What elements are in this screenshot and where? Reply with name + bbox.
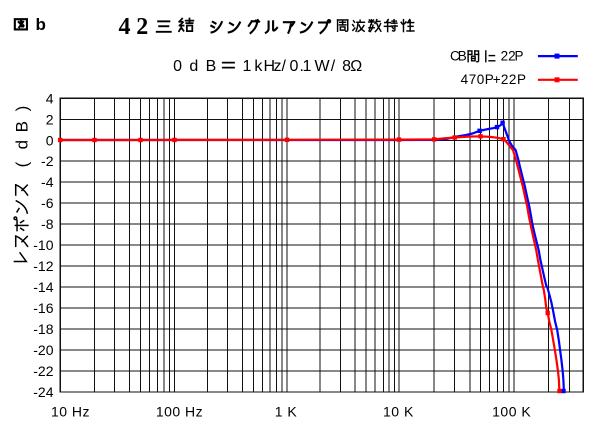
svg-text:-22: -22	[33, 363, 53, 379]
svg-text:b: b	[36, 15, 46, 34]
svg-text:-2: -2	[41, 153, 54, 169]
svg-text:100 K: 100 K	[492, 404, 531, 420]
svg-text:4: 4	[46, 90, 54, 106]
svg-text:-6: -6	[41, 195, 54, 211]
svg-text:CB: CB	[450, 49, 467, 64]
svg-text:-24: -24	[33, 384, 53, 400]
svg-text:-10: -10	[33, 237, 53, 253]
svg-text:-18: -18	[33, 321, 53, 337]
svg-text:10 Hz: 10 Hz	[51, 404, 90, 420]
svg-text:2: 2	[46, 111, 54, 127]
svg-text:100 Hz: 100 Hz	[156, 404, 203, 420]
svg-text:22P: 22P	[501, 49, 524, 64]
svg-text:10 K: 10 K	[383, 404, 414, 420]
svg-text:-14: -14	[33, 279, 53, 295]
svg-text:-16: -16	[33, 300, 53, 316]
svg-text:470P+22P: 470P+22P	[461, 72, 526, 87]
svg-text:-20: -20	[33, 342, 53, 358]
svg-text:-12: -12	[33, 258, 53, 274]
svg-text:-4: -4	[41, 174, 54, 190]
svg-text:0: 0	[46, 132, 54, 148]
svg-text:1 K: 1 K	[275, 404, 298, 420]
svg-text:-8: -8	[41, 216, 54, 232]
